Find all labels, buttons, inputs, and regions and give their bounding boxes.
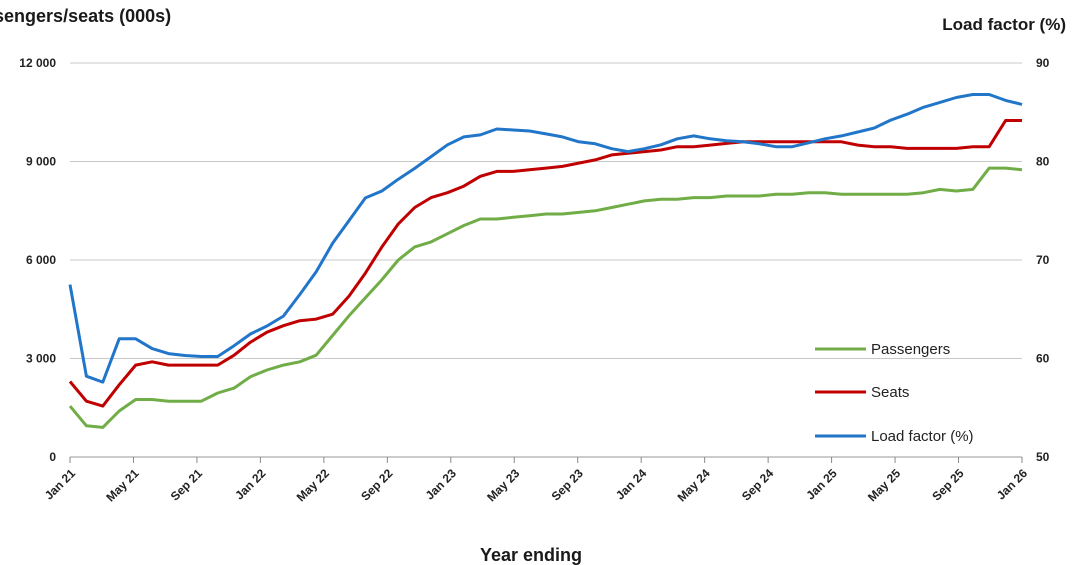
left-axis-ticks: 0 3 000 6 000 9 000 12 000 (19, 56, 56, 464)
right-tick-label: 60 (1036, 352, 1050, 366)
right-tick-label: 70 (1036, 253, 1050, 267)
legend-item: Seats (815, 384, 909, 401)
x-tick-label: Sep 22 (358, 466, 395, 503)
x-tick-label: May 23 (484, 466, 522, 504)
x-tick-label: Sep 25 (929, 466, 966, 503)
x-tick-label: May 22 (294, 466, 332, 504)
x-tick-label: Jan 25 (803, 466, 840, 503)
left-tick-label: 0 (49, 450, 56, 464)
right-axis-ticks: 50 60 70 80 90 (1036, 56, 1050, 464)
x-tick-label: Jan 21 (42, 466, 79, 503)
left-tick-label: 12 000 (19, 56, 56, 70)
x-tick-label: May 24 (675, 466, 713, 504)
series-line-seats (68, 119, 1022, 408)
legend-label: Passengers (871, 341, 950, 358)
x-tick-label: Sep 24 (739, 466, 776, 503)
x-tick-label: Jan 23 (423, 466, 460, 503)
series-line-passengers (68, 166, 1023, 429)
x-tick-label: May 21 (103, 466, 141, 504)
x-axis-ticks: Jan 21 May 21 Sep 21 Jan 22 May 22 Sep 22 Jan … (42, 457, 1031, 504)
x-tick-label: Jan 22 (232, 466, 269, 503)
x-axis-title: Year ending (480, 545, 582, 565)
x-tick-label: Jan 24 (613, 466, 650, 503)
right-tick-label: 80 (1036, 155, 1050, 169)
grid-lines (70, 62, 1022, 458)
left-tick-label: 9 000 (26, 155, 56, 169)
left-tick-label: 3 000 (26, 352, 56, 366)
legend-label: Load factor (%) (871, 428, 974, 445)
legend-label: Seats (871, 384, 909, 401)
x-tick-label: May 25 (865, 466, 903, 504)
legend: Passengers Seats Load factor (%) (815, 341, 974, 445)
legend-item: Passengers (815, 341, 950, 358)
right-axis-title: Load factor (%) (942, 15, 1066, 34)
x-tick-label: Sep 21 (168, 466, 205, 503)
left-tick-label: 6 000 (26, 253, 56, 267)
right-tick-label: 50 (1036, 450, 1050, 464)
series-line-load-factor (68, 93, 1023, 384)
x-tick-label: Jan 26 (994, 466, 1031, 503)
series-lines (68, 93, 1023, 429)
x-tick-label: Sep 23 (549, 466, 586, 503)
legend-item: Load factor (%) (815, 428, 974, 445)
right-tick-label: 90 (1036, 56, 1050, 70)
left-axis-title: Passengers/seats (000s) (0, 6, 171, 26)
